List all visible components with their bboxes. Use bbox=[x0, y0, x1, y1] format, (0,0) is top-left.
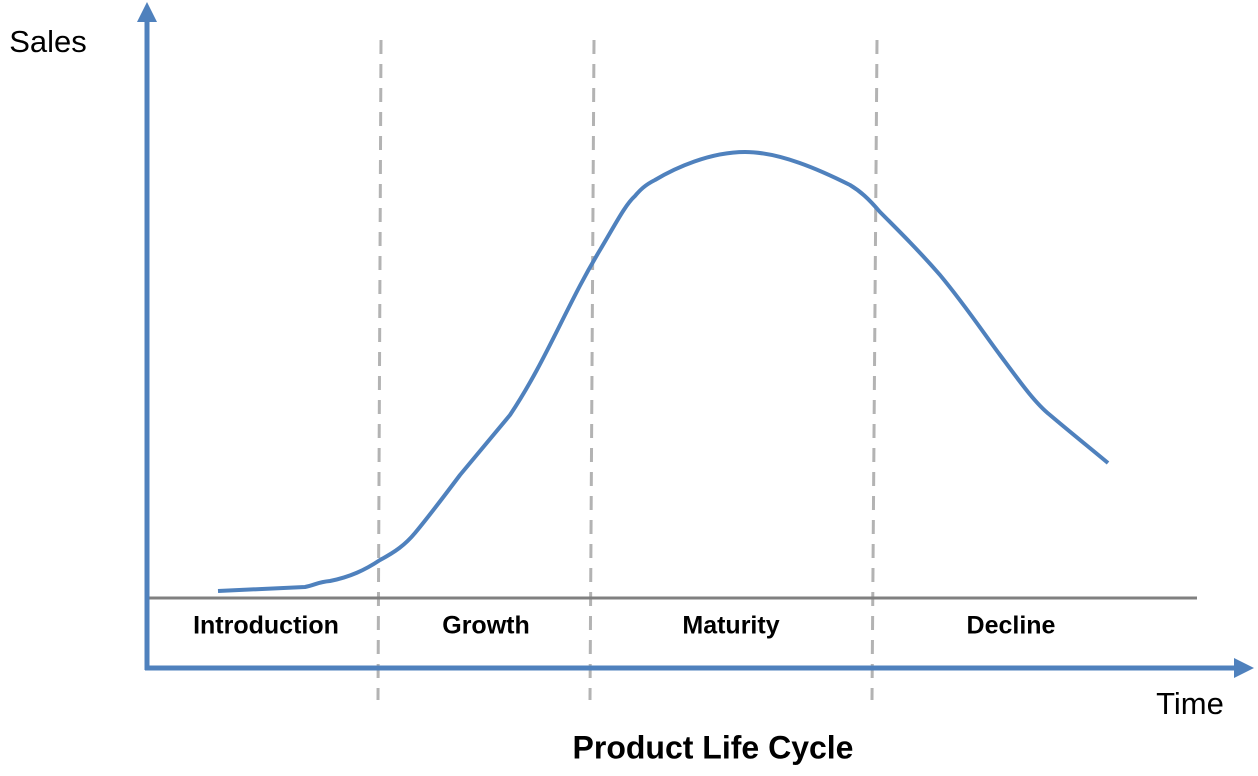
x-axis-label: Time bbox=[1156, 686, 1224, 721]
divider bbox=[870, 39, 879, 701]
divider bbox=[588, 39, 596, 701]
axes bbox=[137, 2, 1254, 678]
divider bbox=[376, 39, 383, 701]
stage-label: Maturity bbox=[682, 612, 779, 640]
x-arrow bbox=[1234, 658, 1254, 678]
stage-label: Growth bbox=[442, 612, 530, 640]
title: Product Life Cycle bbox=[573, 729, 854, 765]
sales-curve bbox=[217, 150, 1110, 593]
dividers bbox=[376, 39, 879, 701]
stage-label: Introduction bbox=[193, 612, 339, 640]
stage-label: Decline bbox=[967, 612, 1056, 640]
y-arrow bbox=[137, 2, 157, 22]
y-axis-label: Sales bbox=[9, 24, 87, 59]
